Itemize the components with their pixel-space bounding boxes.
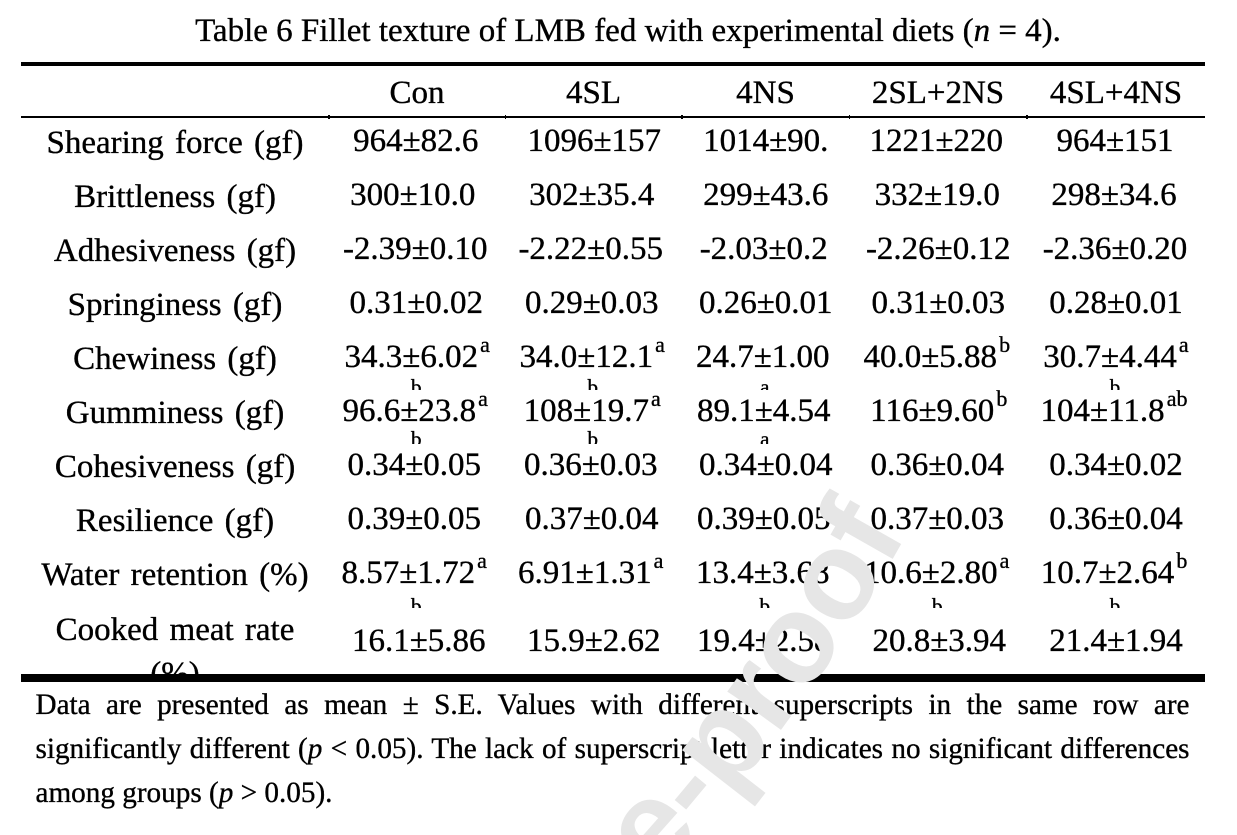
svg-text:Journal Pre-proof: Journal Pre-proof: [114, 477, 931, 835]
